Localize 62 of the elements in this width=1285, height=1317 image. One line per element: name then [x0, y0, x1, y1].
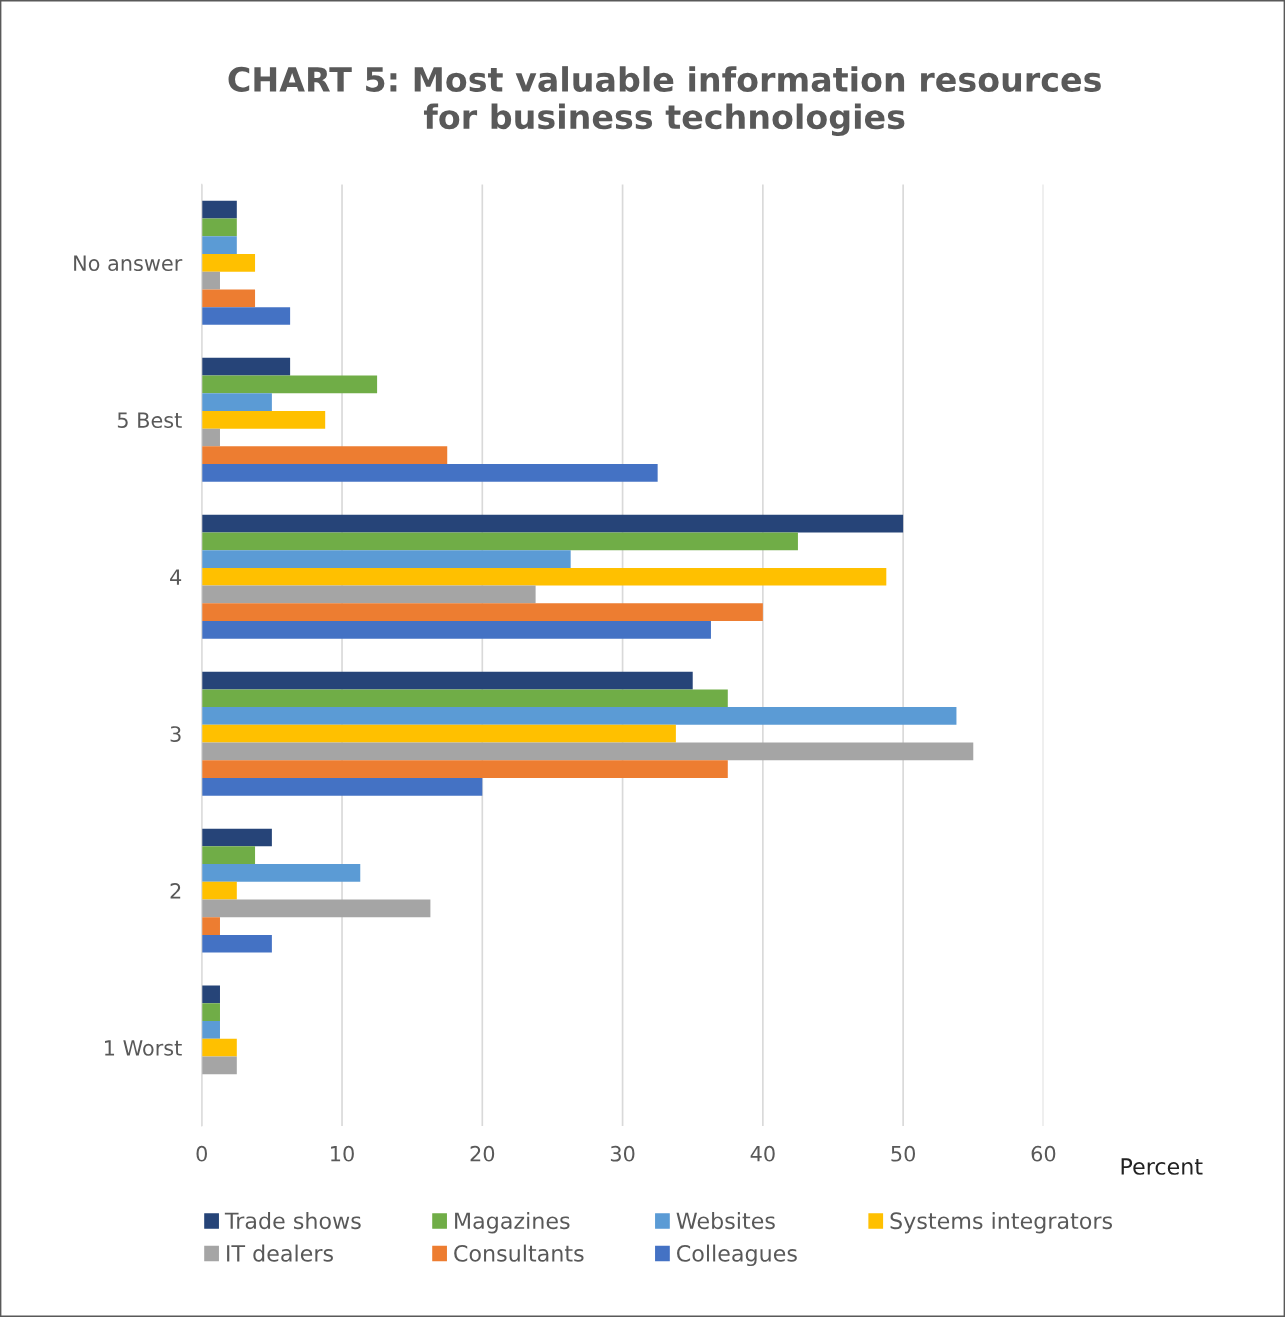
y-tick-label: 2: [170, 883, 181, 899]
legend-label: Magazines: [455, 1211, 570, 1234]
legend-label: Consultants: [454, 1244, 584, 1262]
bar: [201, 689, 728, 708]
legend-label: Websites: [676, 1211, 775, 1230]
bar: [201, 760, 728, 778]
bar: [201, 393, 272, 411]
bar: [201, 934, 272, 953]
chart-title: CHART 5: Most valuable information resources for business technologies: [228, 66, 1101, 137]
bar: [201, 985, 220, 1004]
bar: [201, 357, 291, 376]
bar: [201, 550, 571, 568]
bar: [201, 1038, 237, 1057]
y-tick-label: 4: [170, 569, 182, 585]
y-tick-label: 1 Worst: [105, 1040, 182, 1056]
x-tick-label: 30: [610, 1145, 635, 1162]
bar: [201, 828, 272, 847]
bar: [201, 881, 237, 900]
bar: [201, 603, 763, 622]
bar: [201, 846, 256, 865]
x-tick-label: 40: [750, 1145, 775, 1162]
bar: [201, 567, 887, 586]
bar: [201, 707, 957, 725]
y-tick-label: 3: [170, 726, 181, 742]
x-axis-title: Percent: [1121, 1158, 1203, 1175]
bar: [201, 428, 220, 447]
bar: [201, 724, 676, 743]
bar: [201, 671, 693, 690]
bar: [201, 271, 220, 290]
bar: [201, 585, 536, 604]
bar: [201, 236, 237, 254]
bar: [201, 864, 361, 882]
y-tick-label: 5 Best: [117, 412, 182, 429]
bar: [201, 464, 658, 482]
legend-label: Systems integrators: [890, 1211, 1113, 1234]
bar: [201, 289, 256, 308]
bar: [201, 917, 220, 935]
bar: [201, 375, 378, 394]
bar: [201, 218, 237, 237]
bar: [201, 532, 798, 551]
bar: [201, 1021, 220, 1039]
bar: [201, 200, 237, 219]
bar: [201, 621, 711, 639]
bar: [201, 410, 326, 429]
x-tick-label: 20: [470, 1145, 495, 1162]
bar: [201, 1003, 220, 1021]
x-tick-label: 10: [331, 1145, 354, 1162]
x-tick-label: 0: [196, 1145, 207, 1162]
bar: [201, 254, 256, 272]
bar: [201, 1056, 237, 1075]
bar: [201, 307, 291, 325]
x-tick-label: 50: [891, 1145, 916, 1162]
legend-label: Trade shows: [224, 1211, 361, 1230]
legend-label: IT dealers: [227, 1244, 333, 1262]
y-tick-label: No answer: [74, 255, 183, 272]
bar: [201, 899, 431, 918]
bar: [201, 777, 483, 796]
bar: [201, 742, 974, 761]
bar: [201, 446, 448, 465]
legend-label: Colleagues: [677, 1244, 797, 1267]
x-tick-label: 60: [1031, 1145, 1056, 1162]
bar: [201, 514, 904, 533]
